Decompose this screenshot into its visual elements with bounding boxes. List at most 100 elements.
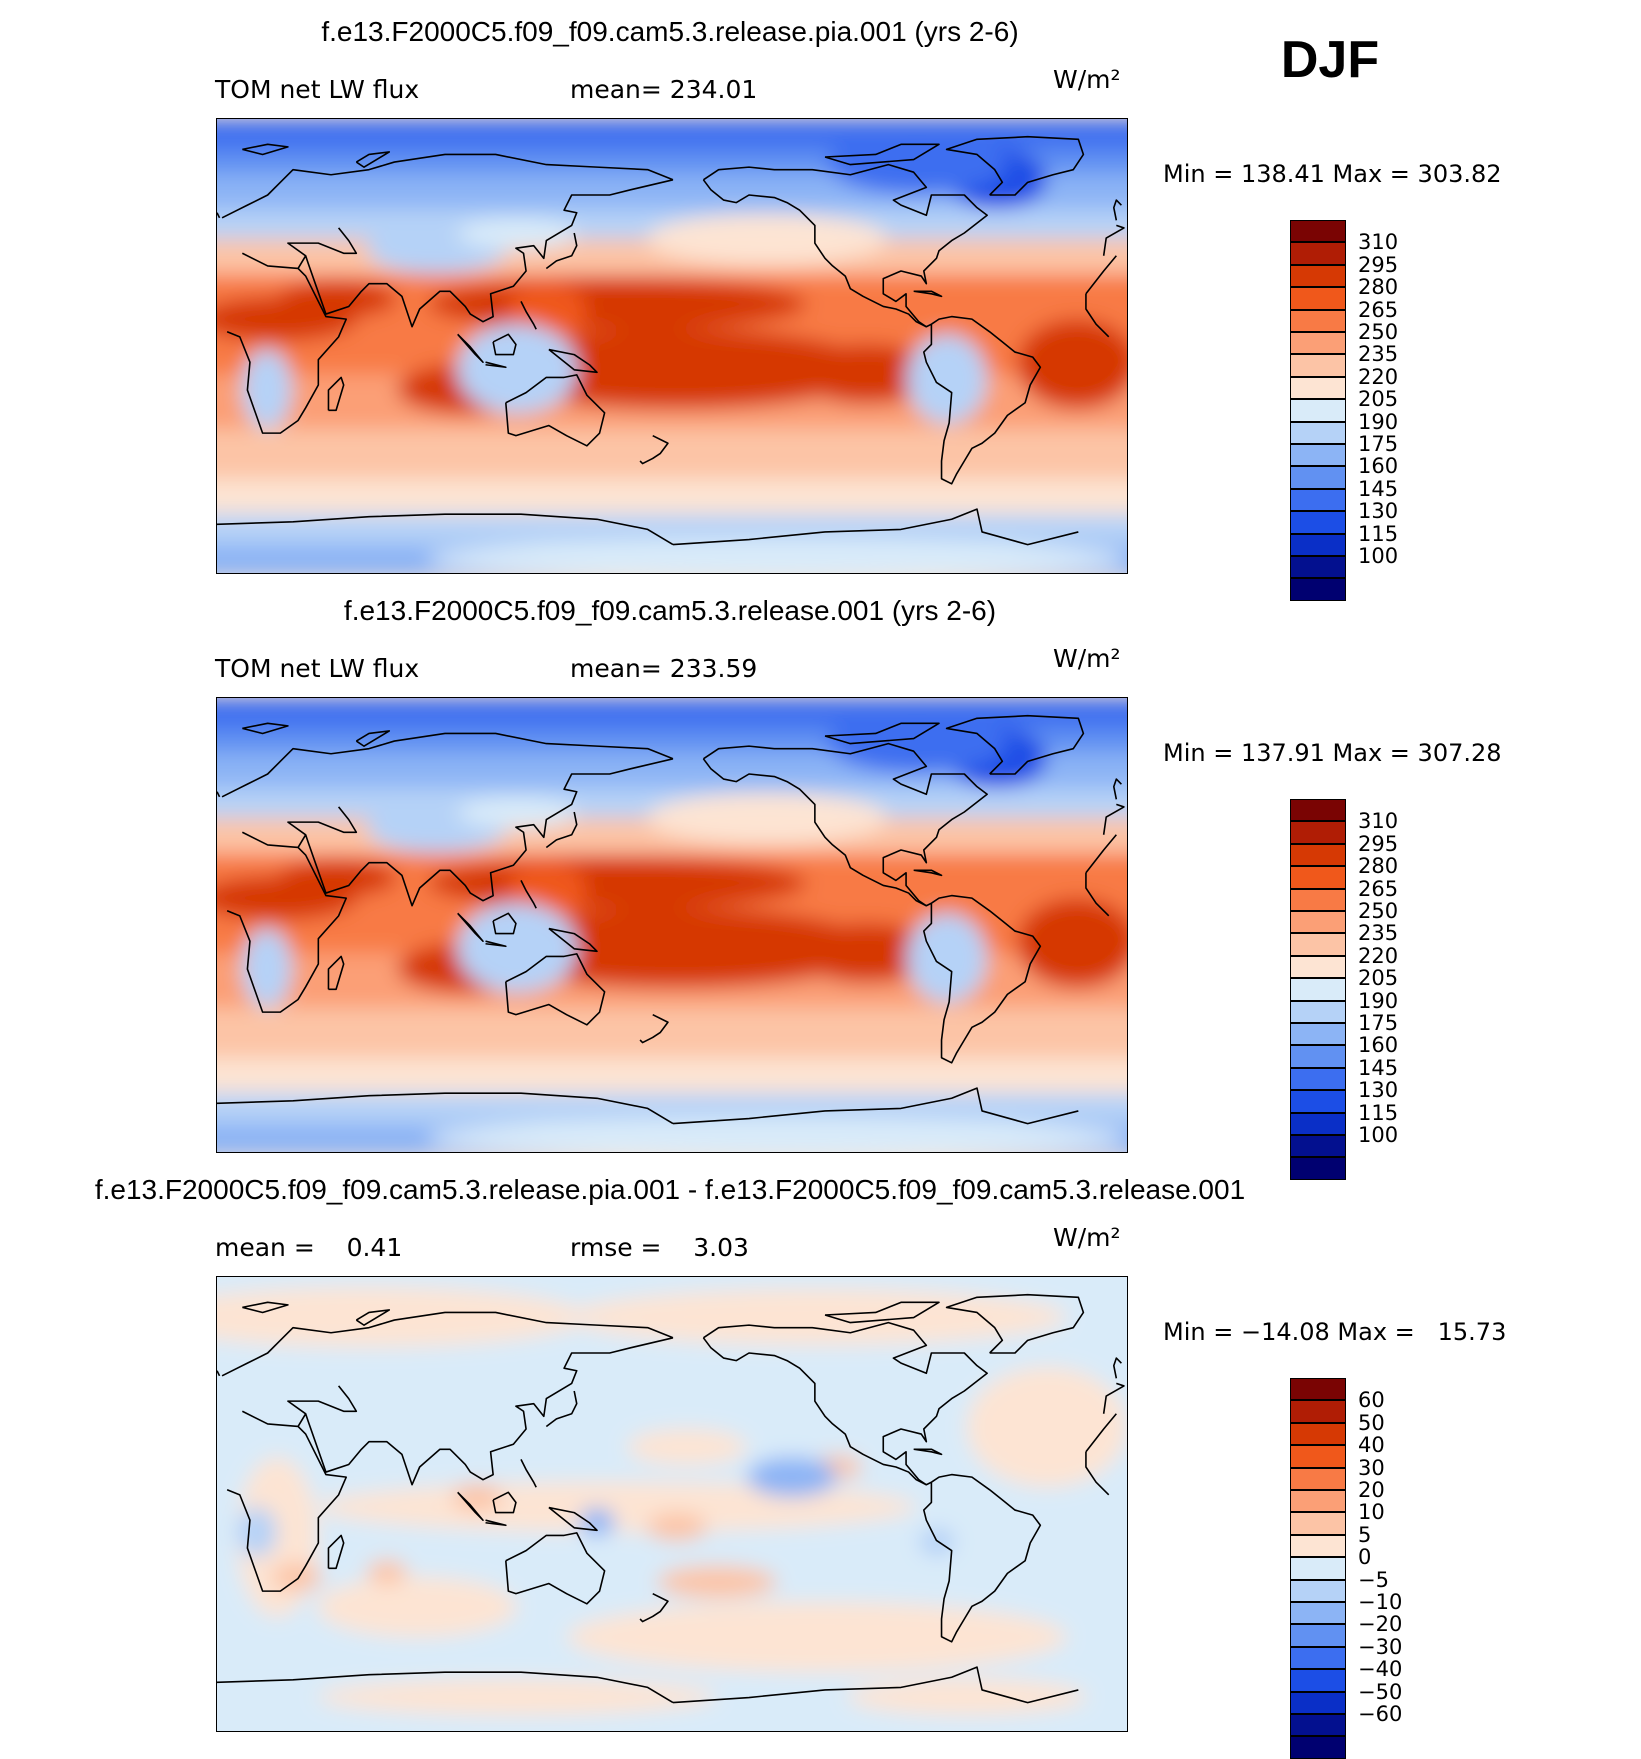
- colorbar-swatch: [1290, 376, 1346, 400]
- colorbar-swatch: [1290, 1624, 1346, 1647]
- colorbar-tick-label: 175: [1358, 1011, 1399, 1035]
- coastline: [355, 1309, 391, 1326]
- colorbar-swatch: [1290, 556, 1346, 579]
- coastline: [520, 1459, 537, 1488]
- coastline: [355, 151, 391, 168]
- colorbar-swatch: [1290, 309, 1346, 332]
- colorbar-tick-label: 40: [1358, 1433, 1385, 1458]
- colorbar-swatch: [1290, 511, 1346, 534]
- colorbar-swatch: [1290, 1557, 1346, 1580]
- contour-map-svg: [217, 119, 1127, 573]
- colorbar-tick-label: 10: [1358, 1500, 1385, 1525]
- coastline: [304, 1337, 674, 1486]
- contour-map-svg: [217, 698, 1127, 1152]
- units-label: W/m²: [1053, 1223, 1121, 1252]
- colorbar-tick-label: 50: [1358, 1410, 1385, 1435]
- colorbar-swatch: [1290, 1736, 1346, 1759]
- colorbar-tick-label: 0: [1358, 1545, 1372, 1570]
- colorbar-tick-label: 190: [1358, 409, 1399, 434]
- colorbar-swatch: [1290, 1512, 1346, 1535]
- colorbar-tick-label: 115: [1358, 521, 1399, 546]
- coastline: [492, 333, 517, 356]
- coastline: [217, 1370, 221, 1377]
- coastline: [221, 153, 674, 219]
- colorbar-tick-label: 250: [1358, 899, 1399, 923]
- coastline: [355, 730, 391, 747]
- contour-map: [216, 697, 1128, 1153]
- colorbar-swatch: [1290, 933, 1346, 956]
- coastline: [548, 1506, 598, 1532]
- colorbar-swatch: [1290, 799, 1346, 822]
- coastline: [217, 212, 221, 219]
- coastline: [226, 1410, 347, 1592]
- coastline: [1102, 803, 1125, 835]
- colorbar-swatch: [1290, 1112, 1346, 1135]
- coastline: [945, 714, 1085, 775]
- coastline: [485, 1519, 507, 1527]
- colorbar-swatch: [1290, 1534, 1346, 1558]
- colorbar-tick-label: 310: [1358, 230, 1399, 255]
- coastline: [304, 758, 674, 907]
- coastline: [1085, 255, 1117, 295]
- coastline: [1085, 872, 1110, 917]
- coastline: [485, 361, 507, 369]
- colorbar-swatch: [1290, 1490, 1346, 1513]
- colorbar-tick-label: 160: [1358, 1033, 1399, 1058]
- colorbar-tick-label: −10: [1358, 1590, 1403, 1614]
- colorbar-swatch: [1290, 1090, 1346, 1113]
- coastline: [945, 135, 1085, 196]
- units-label: W/m²: [1053, 65, 1121, 94]
- coastline: [702, 179, 927, 328]
- colorbar-swatch: [1290, 287, 1346, 310]
- coastline: [824, 143, 940, 166]
- coastline: [217, 1092, 674, 1125]
- variable-label: TOM net LW flux: [215, 75, 420, 104]
- colorbar-swatch: [1290, 466, 1346, 489]
- colorbar-tick-label: 145: [1358, 476, 1399, 501]
- coastline: [1085, 834, 1117, 874]
- coastline: [913, 1448, 943, 1456]
- coastline: [492, 912, 517, 935]
- colorbar-swatch: [1290, 1422, 1346, 1446]
- panel-title: f.e13.F2000C5.f09_f09.cam5.3.release.pia…: [321, 16, 1019, 47]
- colorbar-tick-label: 205: [1358, 966, 1399, 991]
- colorbar-swatch: [1290, 955, 1346, 979]
- colorbar-swatch: [1290, 264, 1346, 288]
- mean-label: mean= 234.01: [570, 75, 758, 104]
- colorbar-tick-label: 265: [1358, 297, 1399, 322]
- panel-title: f.e13.F2000C5.f09_f09.cam5.3.release.001…: [343, 595, 997, 626]
- coastline: [702, 758, 927, 907]
- contour-map: [216, 1276, 1128, 1732]
- colorbar-swatch: [1290, 332, 1346, 355]
- coastline: [327, 376, 345, 412]
- coastline: [545, 232, 578, 270]
- coastline: [913, 290, 943, 298]
- colorbar-tick-label: 235: [1358, 921, 1399, 946]
- colorbar-tick-label: −30: [1358, 1634, 1403, 1659]
- colorbar-tick-label: 310: [1358, 809, 1399, 834]
- coastline: [672, 1666, 1079, 1704]
- colorbar-swatch: [1290, 1691, 1346, 1714]
- coastline: [702, 163, 988, 328]
- coastline: [217, 513, 674, 546]
- coastline: [287, 806, 358, 848]
- colorbar-tick-label: 130: [1358, 1078, 1399, 1103]
- colorbar-tick-label: 280: [1358, 275, 1399, 300]
- contour-map-svg: [217, 1277, 1127, 1731]
- colorbar-swatch: [1290, 1378, 1346, 1401]
- variable-label: TOM net LW flux: [215, 654, 420, 683]
- colorbar-swatch: [1290, 1602, 1346, 1625]
- colorbar-tick-label: 115: [1358, 1100, 1399, 1125]
- coastline: [824, 722, 940, 745]
- colorbar-tick-label: 205: [1358, 387, 1399, 412]
- colorbar-swatch: [1290, 1067, 1346, 1091]
- colorbar-tick-label: 220: [1358, 364, 1399, 389]
- coastline: [217, 791, 221, 798]
- map-panel-difference: f.e13.F2000C5.f09_f09.cam5.3.release.pia…: [0, 1173, 1641, 1759]
- coastline: [221, 1311, 674, 1377]
- colorbar-swatch: [1290, 1467, 1346, 1490]
- colorbar-swatch: [1290, 911, 1346, 934]
- colorbar-tick-label: 60: [1358, 1388, 1385, 1413]
- coastline: [639, 434, 669, 465]
- units-label: W/m²: [1053, 644, 1121, 673]
